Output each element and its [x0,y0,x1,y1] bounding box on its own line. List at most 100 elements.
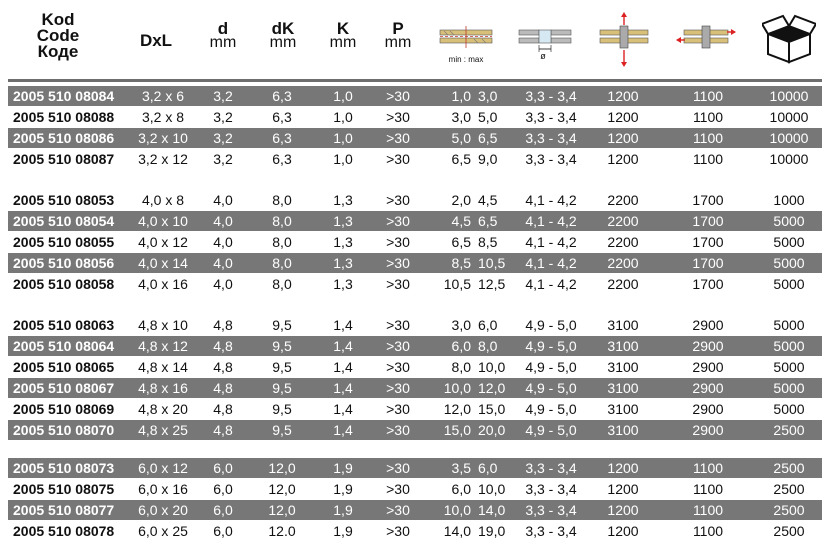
k-cell: 1,3 [333,213,353,229]
shear-cell: 2900 [692,338,724,354]
table-row: 2005 510 08087 3,2 x 12 3,2 6,3 1,0 >30 6,5 9,0… [8,149,822,169]
quantity-cell: 2500 [773,422,805,438]
box-quantity-icon [762,14,816,64]
dk-cell: 8,0 [272,234,292,250]
hole-range-cell: 4,9 - 5,0 [525,338,577,354]
grip-max-cell: 10,0 [478,359,506,375]
d-cell: 4,0 [213,255,233,271]
d-cell: 6,0 [213,502,233,518]
d-cell: 4,8 [213,422,233,438]
d-cell: 3,2 [213,88,233,104]
grip-min-cell: 2,0 [451,192,471,208]
d-header-unit: mm [209,34,237,51]
shear-cell: 1100 [692,523,724,539]
dk-cell: 8,0 [272,276,292,292]
d-cell: 4,8 [213,359,233,375]
p-cell: >30 [386,481,410,497]
table-row: 2005 510 08086 3,2 x 10 3,2 6,3 1,0 >30 5,0 6,5… [8,128,822,148]
dk-column-header: dK mm [258,20,308,51]
dxl-cell: 3,2 x 6 [141,88,185,104]
hole-range-cell: 4,9 - 5,0 [525,359,577,375]
dk-cell: 8,0 [272,255,292,271]
hole-range-cell: 4,1 - 4,2 [525,276,577,292]
dk-cell: 6,3 [272,109,292,125]
shear-force-icon [676,25,736,49]
shear-cell: 1100 [692,460,724,476]
hole-range-cell: 4,1 - 4,2 [525,192,577,208]
k-cell: 1,9 [333,481,353,497]
p-cell: >30 [386,523,410,539]
d-cell: 3,2 [213,151,233,167]
k-cell: 1,3 [333,234,353,250]
k-cell: 1,9 [333,523,353,539]
tensile-cell: 2200 [607,213,639,229]
quantity-cell: 5000 [773,401,805,417]
grip-max-cell: 20,0 [478,422,506,438]
grip-max-cell: 10,0 [478,481,506,497]
p-cell: >30 [386,338,410,354]
shear-cell: 1100 [692,88,724,104]
grip-min-cell: 8,5 [451,255,471,271]
dk-cell: 8,0 [272,192,292,208]
k-cell: 1,0 [333,151,353,167]
grip-min-cell: 3,5 [451,460,471,476]
d-cell: 4,0 [213,234,233,250]
code-cell: 2005 510 08054 [13,213,115,229]
dxl-cell: 4,0 x 16 [138,276,188,292]
dxl-cell: 4,8 x 12 [138,338,188,354]
dxl-cell: 4,8 x 10 [138,317,188,333]
grip-min-cell: 3,0 [451,317,471,333]
table-row: 2005 510 08056 4,0 x 14 4,0 8,0 1,3 >30 8,5 10,… [8,253,822,273]
dxl-cell: 4,8 x 25 [138,422,188,438]
hole-range-cell: 3,3 - 3,4 [525,151,577,167]
dk-cell: 12.0 [268,523,296,539]
code-cell: 2005 510 08065 [13,359,115,375]
code-cell: 2005 510 08086 [13,130,115,146]
hole-range-cell: 3,3 - 3,4 [525,109,577,125]
p-cell: >30 [386,88,410,104]
code-header-line: Code [36,26,80,45]
code-cell: 2005 510 08078 [13,523,115,539]
dk-cell: 9,5 [272,380,292,396]
hole-range-cell: 4,1 - 4,2 [525,255,577,271]
dk-cell: 6,3 [272,130,292,146]
dxl-cell: 6,0 x 16 [138,481,188,497]
k-cell: 1,4 [333,338,353,354]
table-row: 2005 510 08053 4,0 x 8 4,0 8,0 1,3 >30 2,0 4,5 4… [8,190,822,210]
k-header-label: K [336,19,350,38]
k-cell: 1,4 [333,359,353,375]
dk-cell: 9,5 [272,401,292,417]
dxl-cell: 4,0 x 10 [138,213,188,229]
dk-cell: 12,0 [268,481,296,497]
d-cell: 4,8 [213,401,233,417]
tensile-cell: 2200 [607,255,639,271]
code-cell: 2005 510 08069 [13,401,115,417]
hole-range-cell: 3,3 - 3,4 [525,130,577,146]
grip-min-cell: 6,0 [451,481,471,497]
k-cell: 1,9 [333,460,353,476]
quantity-cell: 10000 [769,151,809,167]
table-row: 2005 510 08063 4,8 x 10 4,8 9,5 1,4 >30 3,0 6,0… [8,315,822,335]
code-cell: 2005 510 08077 [13,502,115,518]
tensile-cell: 1200 [607,88,639,104]
d-cell: 4,8 [213,338,233,354]
d-cell: 4,0 [213,276,233,292]
tensile-cell: 1200 [607,523,639,539]
grip-min-cell: 6,0 [451,338,471,354]
grip-max-cell: 12,5 [478,276,506,292]
p-cell: >30 [386,130,410,146]
quantity-cell: 1000 [773,192,805,208]
grip-min-cell: 15,0 [443,422,471,438]
tensile-cell: 3100 [607,338,639,354]
grip-min-cell: 10,0 [443,380,471,396]
dk-cell: 9,5 [272,338,292,354]
table-row: 2005 510 08054 4,0 x 10 4,0 8,0 1,3 >30 4,5 6,5… [8,211,822,231]
shear-cell: 1700 [692,213,724,229]
code-cell: 2005 510 08056 [13,255,115,271]
dxl-cell: 4,8 x 14 [138,359,188,375]
p-cell: >30 [386,317,410,333]
code-cell: 2005 510 08058 [13,276,115,292]
d-cell: 3,2 [213,130,233,146]
d-cell: 6,0 [213,481,233,497]
tensile-cell: 1200 [607,481,639,497]
